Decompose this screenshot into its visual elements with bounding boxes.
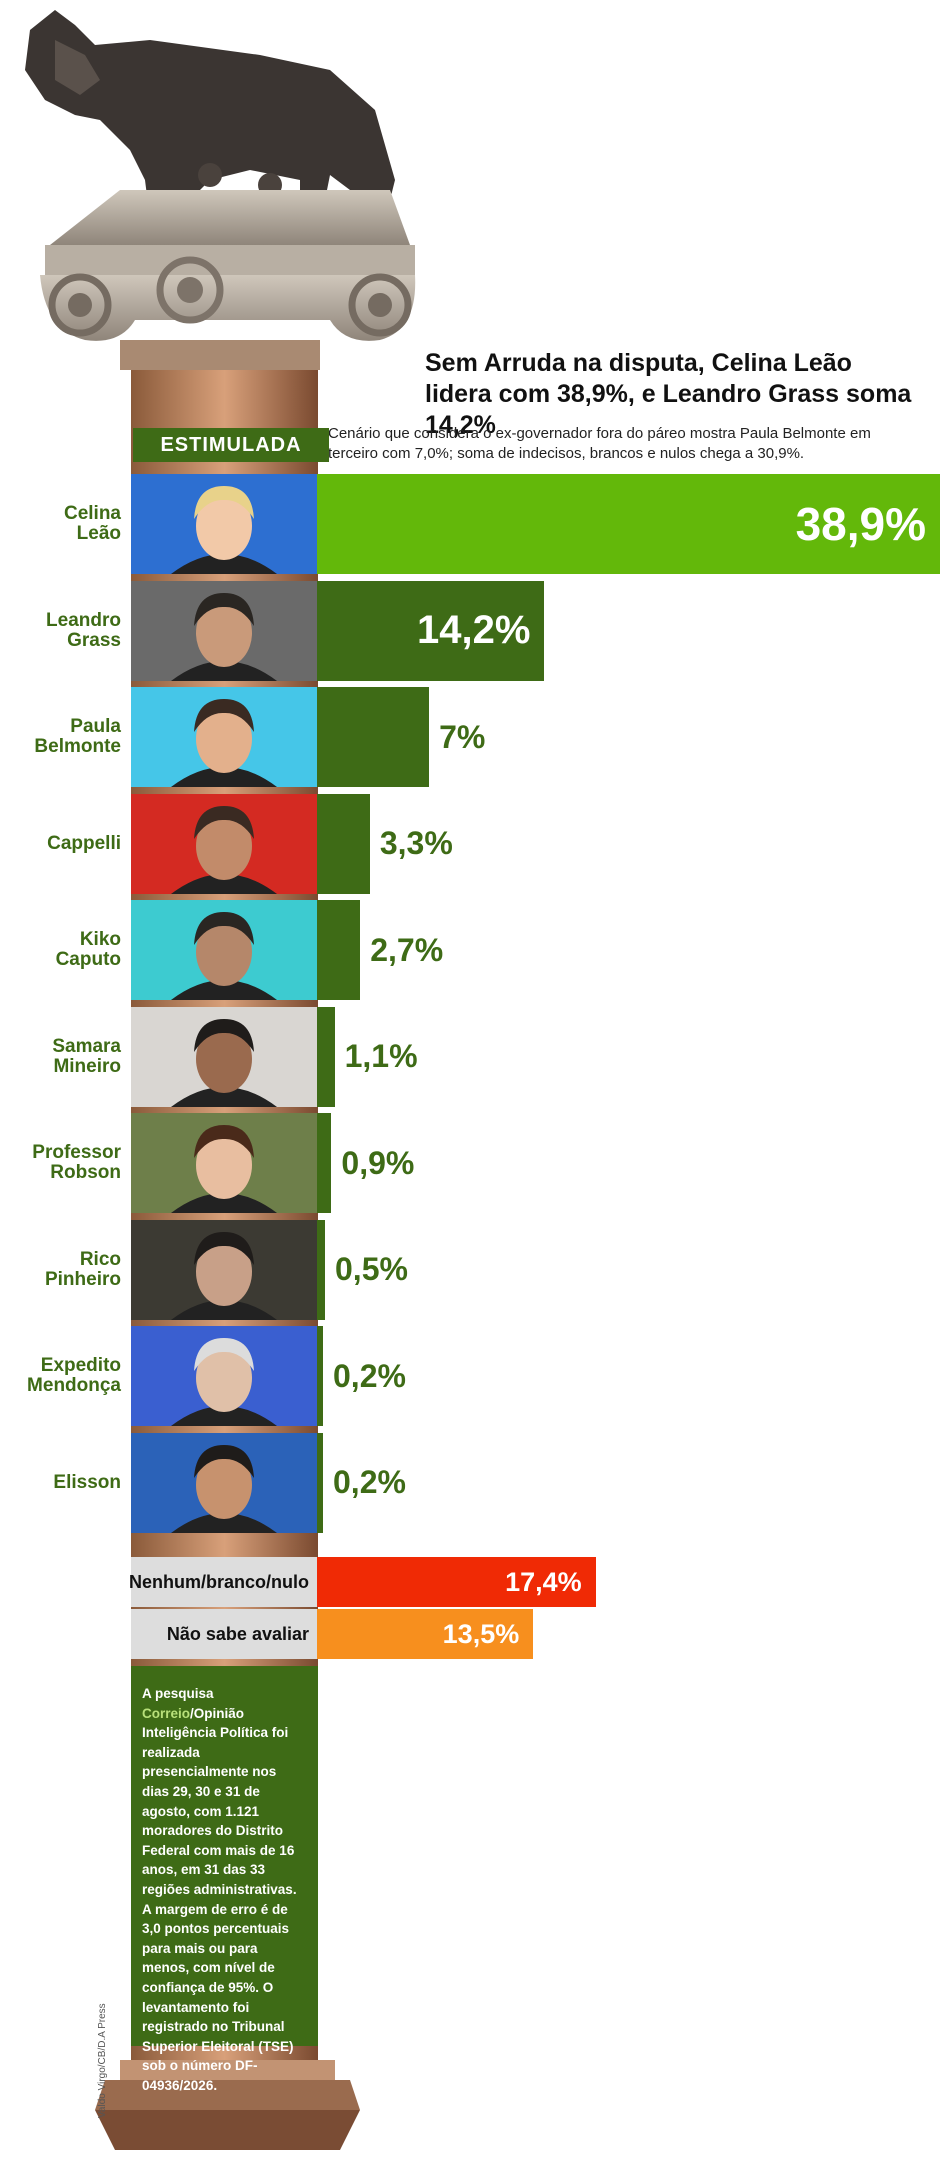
bar bbox=[317, 1219, 325, 1320]
bar-value-label: 2,7% bbox=[370, 931, 444, 968]
candidate-photo bbox=[131, 1326, 317, 1426]
candidate-label-line1: Leandro bbox=[46, 609, 121, 631]
bar bbox=[317, 1113, 332, 1213]
extra-value-label: 17,4% bbox=[505, 1566, 582, 1597]
candidate-label: Rico Pinheiro bbox=[1, 1220, 121, 1320]
bar-value-label: 3,3% bbox=[379, 825, 453, 861]
bar bbox=[317, 687, 430, 787]
extra-bar bbox=[317, 1609, 534, 1659]
candidate-label: Elisson bbox=[1, 1433, 121, 1533]
bar-value-label: 0,9% bbox=[341, 1144, 415, 1181]
bar-value-label: 1,1% bbox=[344, 1038, 418, 1074]
bar-value-label: 0,5% bbox=[335, 1251, 408, 1287]
bar-value-label: 14,2% bbox=[417, 608, 531, 652]
candidate-label-line2: Robson bbox=[50, 1162, 121, 1183]
methodology-text-1: A pesquisa bbox=[142, 1686, 214, 1701]
candidate-label-line2: Caputo bbox=[55, 949, 121, 970]
candidate-label-line1: Elisson bbox=[53, 1471, 121, 1493]
candidate-label: Paula Belmonte bbox=[1, 687, 121, 787]
bar bbox=[317, 900, 361, 1000]
candidate-label-line2: Belmonte bbox=[34, 736, 121, 757]
candidate-photo bbox=[131, 793, 317, 894]
candidate-label-line1: Professor bbox=[32, 1142, 121, 1163]
candidate-label: Professor Robson bbox=[1, 1113, 121, 1213]
candidate-photo bbox=[131, 1219, 317, 1320]
candidate-label: Expedito Mendonça bbox=[1, 1326, 121, 1426]
candidate-label: Leandro Grass bbox=[1, 581, 121, 681]
candidate-label-line1: Paula bbox=[70, 716, 121, 737]
candidate-label-line1: Expedito bbox=[40, 1355, 121, 1376]
candidate-photo bbox=[131, 1432, 317, 1533]
bar bbox=[317, 580, 545, 681]
extra-label: Nenhum/branco/nulo bbox=[129, 1557, 317, 1607]
candidate-label-line2: Grass bbox=[67, 629, 121, 651]
candidate-label: Cappelli bbox=[1, 794, 121, 894]
scenario-tag: ESTIMULADA bbox=[133, 428, 329, 462]
candidate-label-line1: Cappelli bbox=[47, 832, 121, 854]
bar-value-label: 7% bbox=[439, 718, 486, 755]
extra-value-label: 13,5% bbox=[442, 1618, 520, 1649]
candidate-label-line2: Pinheiro bbox=[44, 1268, 121, 1290]
bar-value-label: 0,2% bbox=[333, 1464, 406, 1500]
candidate-photo bbox=[131, 474, 317, 574]
candidate-label-line1: Kiko bbox=[79, 929, 121, 950]
bar bbox=[317, 1006, 335, 1107]
candidate-label: Celina Leão bbox=[1, 474, 121, 574]
bar-value-label: 38,9% bbox=[795, 498, 926, 550]
bar bbox=[317, 1432, 323, 1533]
candidate-label-line1: Samara bbox=[52, 1035, 121, 1057]
methodology-text-2: /Opinião Inteligência Política foi reali… bbox=[142, 1705, 297, 2093]
extra-bar bbox=[317, 1557, 596, 1607]
candidate-photo bbox=[131, 580, 317, 681]
candidate-photo bbox=[131, 900, 317, 1000]
photo-credit: Valdo Virgo/CB/D.A Press bbox=[97, 2003, 108, 2118]
methodology-highlight: Correio bbox=[142, 1705, 191, 1721]
candidate-label: Kiko Caputo bbox=[1, 900, 121, 1000]
candidate-label-line1: Celina bbox=[63, 503, 121, 524]
candidate-label: Samara Mineiro bbox=[1, 1007, 121, 1107]
candidate-photo bbox=[131, 1006, 317, 1107]
candidate-label-line2: Leão bbox=[76, 523, 121, 544]
bar bbox=[317, 1326, 323, 1426]
bar bbox=[317, 474, 940, 574]
bar bbox=[317, 793, 370, 894]
methodology-box: A pesquisa Correio/Opinião Inteligência … bbox=[131, 1666, 318, 2093]
candidate-photo bbox=[131, 1113, 317, 1213]
candidate-photo bbox=[131, 687, 317, 787]
candidate-label-line1: Rico bbox=[79, 1248, 121, 1270]
chart-title: Sem Arruda na disputa, Celina Leão lider… bbox=[425, 349, 912, 439]
chart-subtitle: Cenário que considera o ex-governador fo… bbox=[328, 425, 871, 462]
extra-label: Não sabe avaliar bbox=[131, 1609, 317, 1659]
bar-value-label: 0,2% bbox=[333, 1357, 406, 1394]
candidate-label-line2: Mendonça bbox=[27, 1375, 121, 1396]
candidate-label-line2: Mineiro bbox=[53, 1055, 121, 1077]
